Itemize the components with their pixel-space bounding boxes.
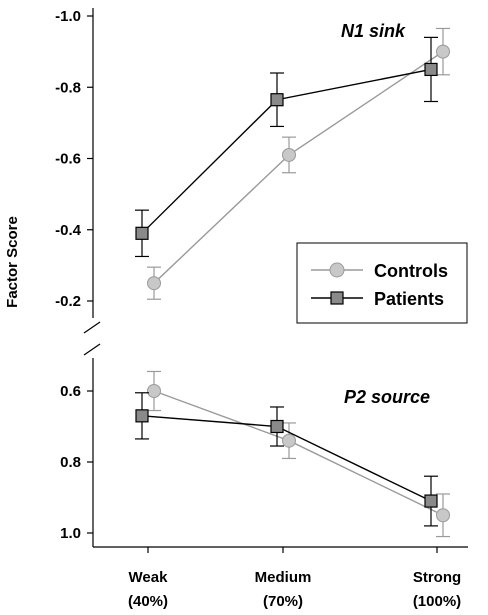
- y-tick-label: -0.8: [55, 79, 81, 96]
- data-point-patients: [135, 226, 149, 240]
- x-tick-label: Strong (100%): [413, 569, 461, 610]
- data-point-controls: [282, 147, 296, 162]
- panel-title: N1 sink: [341, 21, 406, 41]
- y-tick-label: -0.2: [55, 293, 81, 310]
- y-tick-label: 0.8: [60, 454, 81, 471]
- data-point-patients: [424, 494, 438, 508]
- y-tick-label: 1.0: [60, 525, 81, 542]
- x-tick-label: Weak (40%): [128, 569, 168, 610]
- series-line-controls: [153, 390, 444, 516]
- legend-label-controls: Controls: [374, 261, 448, 281]
- data-point-patients: [270, 93, 284, 107]
- legend-marker-patients: [330, 291, 344, 305]
- y-tick-label: -0.6: [55, 151, 81, 168]
- y-tick-label: -1.0: [55, 8, 81, 25]
- y-axis-label: Factor Score: [4, 216, 21, 308]
- data-point-patients: [424, 62, 438, 77]
- data-point-controls: [436, 508, 450, 523]
- data-point-patients: [270, 419, 284, 434]
- legend-label-patients: Patients: [374, 289, 444, 309]
- axis-break-mark: [83, 321, 101, 334]
- x-tick-label: Medium (70%): [255, 569, 312, 610]
- series-controls: [147, 27, 450, 300]
- data-point-controls: [147, 384, 161, 398]
- legend-box: [296, 242, 468, 324]
- series-patients: [135, 36, 438, 258]
- series-patients: [135, 392, 438, 527]
- y-tick-label: -0.4: [55, 222, 82, 239]
- axis-break-mark: [83, 343, 101, 356]
- y-tick-label: 0.6: [60, 383, 81, 400]
- legend-marker-controls: [329, 262, 345, 278]
- data-point-controls: [282, 433, 296, 448]
- data-point-controls: [147, 276, 161, 291]
- legend: Controls Patients: [296, 242, 468, 324]
- data-point-patients: [135, 409, 149, 423]
- panel-title: P2 source: [344, 387, 430, 407]
- series-controls: [147, 370, 450, 538]
- data-point-controls: [436, 44, 450, 59]
